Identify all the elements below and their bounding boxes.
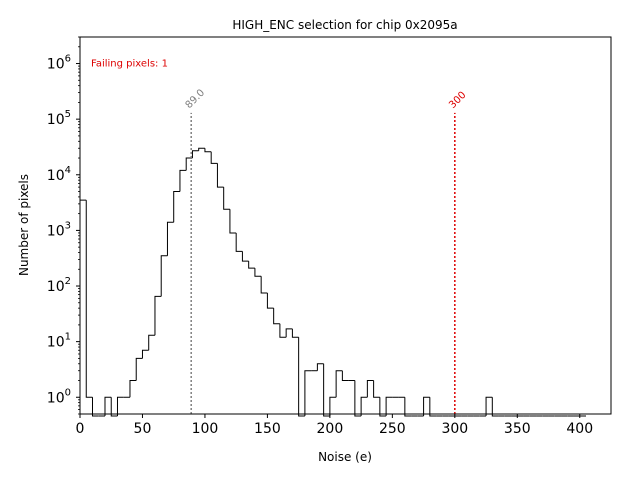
y-tick-exponent: 2 [65,276,71,287]
y-tick-label: 100 [47,387,71,406]
histogram-bin [329,396,337,416]
histogram-bin [104,396,112,416]
histogram-bin [198,147,205,151]
histogram-bin [160,255,168,297]
histogram-bin [260,276,268,294]
x-tick-label: 0 [76,421,85,437]
histogram-bin [129,380,137,398]
y-tick-exponent: 6 [65,54,71,65]
histogram-bin [491,397,499,417]
histogram-bin [291,328,299,338]
histogram-bin [373,380,380,398]
histogram-bin [154,295,162,336]
histogram-bin [185,157,193,171]
y-tick-label: 104 [47,165,71,184]
histogram-bin [116,396,124,416]
chart-title: HIGH_ENC selection for chip 0x2095a [232,18,457,32]
histogram-bin [135,357,143,381]
histogram-bin [279,323,287,338]
histogram-bin [341,370,349,382]
histogram-bin [141,349,149,359]
y-tick-base: 10 [47,335,65,351]
histogram-bin [248,261,255,269]
plot-frame [79,36,612,415]
y-tick-base: 10 [47,390,65,406]
y-tick-base: 10 [47,279,65,295]
y-tick-label: 105 [47,109,71,128]
x-tick-label: 150 [254,421,281,437]
histogram-bin [298,337,305,417]
histogram-bin [148,334,155,351]
x-tick-label: 250 [379,421,406,437]
histogram-bin [254,268,262,277]
x-tick-label: 100 [192,421,219,437]
histogram-bin [223,187,230,210]
y-tick-base: 10 [47,57,65,73]
histogram-bin [110,397,118,417]
x-tick-label: 50 [134,421,152,437]
y-tick-exponent: 5 [65,109,71,120]
histogram-bin [173,191,180,223]
y-tick-label: 102 [47,276,71,295]
histogram-bin [91,397,99,417]
x-tick-label: 350 [504,421,531,437]
y-tick-base: 10 [47,112,65,128]
histogram-bin [423,396,430,416]
histogram-bars [79,147,587,417]
histogram-bin [235,232,243,252]
histogram-bin [285,328,293,338]
histogram-bin [335,370,343,398]
x-tick-label: 300 [441,421,468,437]
histogram-bin [216,163,224,188]
y-tick-base: 10 [47,168,65,184]
y-tick-exponent: 0 [65,387,71,398]
histogram-bin [304,370,312,416]
y-tick-label: 103 [47,220,71,239]
histogram-bin [210,151,218,164]
y-tick-label: 106 [47,54,71,73]
histogram-bin [204,148,212,153]
histogram-bin [323,363,330,417]
y-axis-label: Number of pixels [17,174,31,276]
histogram-bin [404,397,412,417]
histogram-bin [191,150,199,159]
histogram-bin [266,292,274,309]
x-tick-label: 200 [317,421,344,437]
y-tick-exponent: 3 [65,220,71,231]
histogram-bin [179,169,187,192]
histogram-bin [485,396,493,416]
y-tick-label: 101 [47,332,71,351]
histogram-bin [385,396,393,416]
histogram-bin [273,308,280,325]
histogram-bin [241,251,249,262]
y-tick-base: 10 [47,223,65,239]
histogram-bin [354,380,362,417]
histogram-bin [85,200,93,398]
y-tick-exponent: 1 [65,332,71,343]
histogram-bin [166,221,174,256]
histogram-bin [366,380,374,398]
x-axis-label: Noise (e) [318,450,372,464]
y-tick-exponent: 4 [65,165,71,176]
histogram-bin [316,363,324,371]
x-axis-ticks: 0 50 100 150 200 250 300 350 400 [76,414,593,437]
x-tick-label: 400 [566,421,593,437]
histogram-bin [360,396,368,416]
failing-pixels-annotation: Failing pixels: 1 [91,59,168,70]
histogram-bin [379,397,387,417]
histogram-bin [429,397,437,417]
histogram-bin [229,209,237,234]
